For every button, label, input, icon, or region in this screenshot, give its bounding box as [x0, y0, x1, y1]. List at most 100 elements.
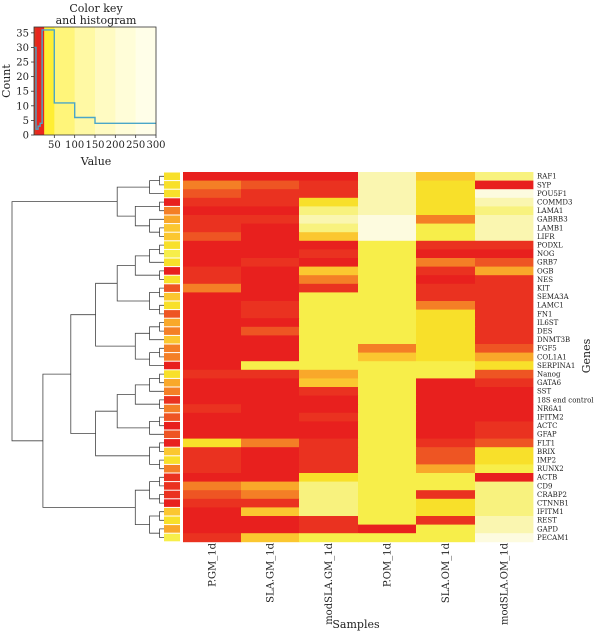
heatmap-y-label: Genes [580, 338, 593, 373]
heatmap-cell [183, 215, 242, 224]
gene-label: SEMA3A [537, 293, 570, 301]
sidebar-cell [164, 172, 180, 181]
sidebar-cell [164, 284, 180, 292]
heatmap-cell [241, 395, 300, 405]
row-color-sidebar [164, 172, 180, 542]
y-tick-label: 10 [16, 101, 29, 112]
dendrogram-branch [134, 489, 150, 525]
heatmap-cell [358, 395, 417, 405]
heatmap-cell [416, 430, 476, 439]
gene-label: REST [537, 517, 557, 525]
gene-label: PODXL [537, 242, 563, 250]
heatmap-cell [475, 378, 534, 388]
heatmap-cell [416, 438, 476, 448]
heatmap-cell [299, 283, 359, 293]
sidebar-cell [164, 215, 180, 224]
heatmap-cell [183, 292, 242, 302]
y-tick-label: 35 [16, 28, 29, 39]
heatmap-cell [241, 258, 300, 267]
gene-label: SST [537, 388, 551, 396]
heatmap-cell [358, 473, 417, 482]
sidebar-cell [164, 292, 180, 301]
heatmap-cell [358, 240, 417, 250]
sidebar-cell [164, 533, 180, 542]
heatmap-cell [299, 473, 359, 482]
sidebar-cell [164, 378, 180, 387]
heatmap-cell [358, 352, 417, 362]
color-key-bands [34, 27, 157, 135]
sidebar-cell [164, 267, 180, 275]
heatmap-cell [358, 361, 417, 371]
heatmap-cell [358, 344, 417, 353]
heatmap-cell [358, 524, 417, 534]
heatmap-cell [241, 292, 300, 302]
gene-label: RUNX2 [537, 465, 564, 473]
heatmap-cell [183, 189, 242, 199]
heatmap-cell [299, 533, 359, 543]
heatmap-cell [183, 352, 242, 362]
heatmap-cell [358, 189, 417, 199]
heatmap-cell [241, 404, 300, 414]
heatmap-cell [475, 326, 534, 336]
heatmap-cell [241, 412, 300, 422]
heatmap-cell [416, 369, 476, 379]
sidebar-cell [164, 421, 180, 430]
dendrogram-branch [149, 180, 164, 194]
heatmap-cell [241, 473, 300, 482]
heatmap-cell [241, 172, 300, 181]
heatmap-cell [299, 275, 359, 285]
heatmap-cell [183, 318, 242, 328]
gene-label: POU5F1 [537, 190, 567, 198]
heatmap-cell [475, 455, 534, 465]
heatmap-cell [475, 258, 534, 267]
heatmap-cell [299, 309, 359, 319]
sidebar-cell [164, 413, 180, 421]
heatmap-cell [475, 318, 534, 328]
sidebar-cell [164, 361, 180, 370]
heatmap-cell [475, 404, 534, 414]
heatmap-cell [416, 344, 476, 353]
heatmap-x-label: Samples [332, 618, 380, 631]
sidebar-cell [164, 327, 180, 335]
dendrogram-branch [11, 201, 118, 442]
heatmap-cell [358, 498, 417, 508]
sidebar-cell [164, 447, 180, 456]
heatmap-cell [475, 189, 534, 199]
heatmap-cell [241, 240, 300, 250]
heatmap-cell [475, 232, 534, 242]
heatmap-cell [241, 464, 300, 474]
gene-label: PECAM1 [537, 534, 569, 542]
dendrogram-branch [149, 326, 164, 341]
sidebar-cell [164, 310, 180, 318]
heatmap-cell [416, 258, 476, 267]
heatmap-cell [299, 412, 359, 422]
dendrogram-branch [42, 373, 136, 508]
heatmap-cell [183, 301, 242, 310]
heatmap-cell [358, 283, 417, 293]
heatmap-cell [241, 275, 300, 285]
gene-label: ACTC [536, 422, 557, 430]
heatmap-cell [299, 498, 359, 508]
heatmap-cell [416, 395, 476, 405]
color-key-histogram: Color key and histogram 50 100 150 200 250 30… [0, 2, 166, 168]
heatmap-cell [416, 249, 476, 259]
y-tick-label: 0 [23, 131, 29, 142]
heatmap-cell [416, 421, 476, 431]
heatmap-cell [416, 215, 476, 224]
x-tick-label: 100 [65, 140, 84, 151]
gene-label: GABRB3 [537, 216, 568, 224]
gene-label: BRIX [537, 448, 555, 456]
heatmap-cell [241, 524, 300, 534]
heatmap-cell [475, 473, 534, 482]
heatmap-cell [183, 275, 242, 285]
sample-label: modSLA.OM_1d [500, 542, 511, 625]
heatmap-cell [183, 455, 242, 465]
heatmap-cell [299, 301, 359, 310]
heatmap-cell [416, 318, 476, 328]
sidebar-cell [164, 181, 180, 189]
gene-label: DNMT3B [537, 336, 570, 344]
heatmap-cell [241, 266, 300, 276]
dendrogram-branch [159, 373, 164, 384]
x-tick-label: 150 [85, 140, 104, 151]
color-key-band-7 [135, 27, 157, 135]
